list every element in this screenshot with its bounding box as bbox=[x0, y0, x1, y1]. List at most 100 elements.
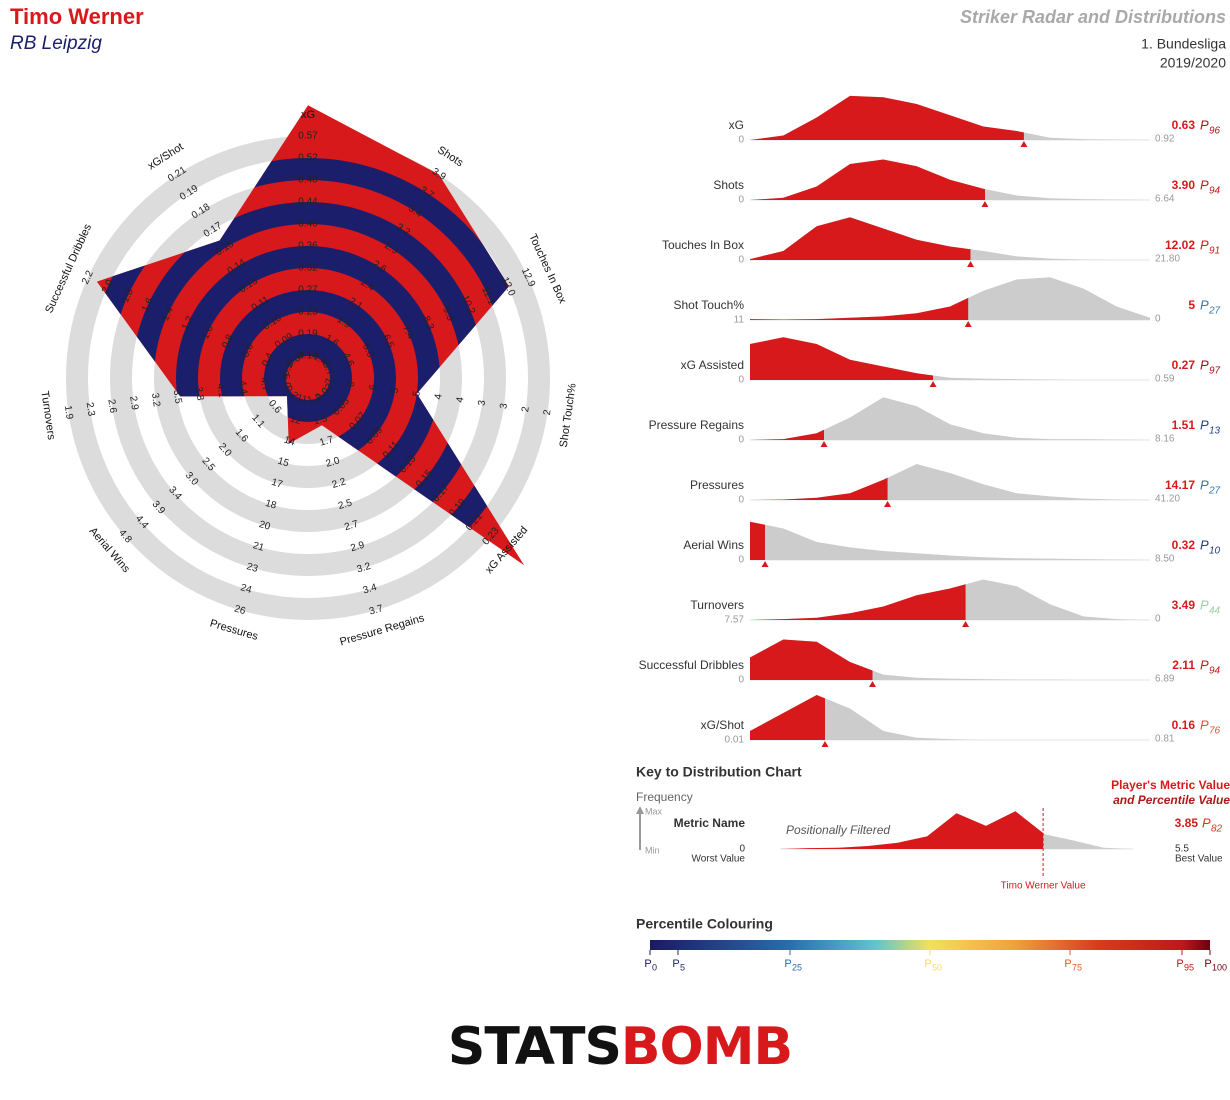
radar-tick-label: 2.9 bbox=[349, 540, 366, 555]
radar-tick-label: 0.23 bbox=[298, 307, 318, 318]
density-area-player bbox=[750, 639, 873, 680]
radar-tick-label: 23 bbox=[245, 561, 259, 575]
radar-tick-label: 2.0 bbox=[325, 455, 342, 470]
colour-tick-symbol: P bbox=[1204, 958, 1211, 970]
value-marker bbox=[868, 681, 876, 687]
percentile-symbol: P bbox=[1200, 537, 1209, 552]
metric-name: xG Assisted bbox=[681, 358, 744, 372]
key-title: Key to Distribution Chart bbox=[636, 764, 802, 780]
radar-tick-label: 4.1 bbox=[214, 383, 227, 399]
percentile-value: 10 bbox=[1209, 546, 1221, 557]
radar-tick-label: 0.2 bbox=[280, 360, 296, 378]
density-area bbox=[750, 695, 1150, 740]
player-value: 3.90 bbox=[1172, 178, 1196, 192]
min-value: 0 bbox=[738, 375, 744, 386]
radar-tick-label: 2.2 bbox=[80, 269, 96, 287]
metric-name: Pressures bbox=[690, 478, 744, 492]
radar-tick-label: 2.3 bbox=[84, 402, 97, 418]
density-area bbox=[750, 277, 1150, 320]
key-percentile: 82 bbox=[1211, 824, 1223, 835]
max-value: 6.64 bbox=[1155, 194, 1175, 205]
density-area-player bbox=[750, 584, 966, 620]
competition: 1. Bundesliga bbox=[1141, 36, 1226, 52]
radar-tick-label: 4.4 bbox=[236, 380, 249, 396]
min-value: 0 bbox=[738, 255, 744, 266]
frequency-arrow-head bbox=[636, 806, 644, 814]
radar-tick-label: 15 bbox=[276, 456, 290, 470]
max-value: 8.16 bbox=[1155, 434, 1175, 445]
colour-tick-symbol: P bbox=[784, 958, 791, 970]
radar-tick-label: 0.32 bbox=[298, 263, 318, 274]
density-area-player bbox=[750, 521, 766, 560]
value-marker bbox=[929, 381, 937, 387]
radar-tick-label: 26 bbox=[233, 603, 247, 617]
density-area-player bbox=[750, 695, 825, 740]
radar-tick-label: 14 bbox=[282, 435, 296, 449]
player-value: 12.02 bbox=[1165, 238, 1195, 252]
logo-left: STATS bbox=[448, 1017, 621, 1077]
radar-tick-label: 18 bbox=[264, 498, 278, 512]
radar-tick-label: 0.6 bbox=[240, 342, 256, 360]
radar-tick-label: 3.8 bbox=[193, 386, 206, 402]
radar-tick-label: 11 bbox=[295, 393, 308, 407]
radar-axis-name: Shots bbox=[435, 144, 466, 170]
percentile-symbol: P bbox=[1200, 417, 1209, 432]
value-marker bbox=[761, 561, 769, 567]
radar-tick-label: 5 bbox=[411, 390, 423, 398]
key-max: 5.5 bbox=[1175, 844, 1189, 855]
density-area-player bbox=[750, 217, 971, 260]
percentile-value: 76 bbox=[1209, 726, 1221, 737]
colour-bar bbox=[650, 940, 1210, 950]
radar-tick-label: 0.44 bbox=[298, 197, 318, 208]
radar-tick-label: 2.2 bbox=[331, 476, 348, 491]
radar-tick-label: 4 bbox=[455, 396, 467, 404]
worst-label: Worst Value bbox=[691, 854, 745, 865]
radar-tick-label: 4 bbox=[433, 393, 445, 401]
radar-tick-label: 3 bbox=[477, 399, 489, 407]
radar-tick-label: 3 bbox=[498, 402, 510, 410]
radar-tick-label: 21 bbox=[251, 540, 265, 554]
percentile-value: 97 bbox=[1209, 366, 1221, 377]
colour-tick-symbol: P bbox=[644, 958, 651, 970]
logo: STATSBOMB bbox=[448, 1017, 792, 1077]
logo-right: BOMB bbox=[621, 1017, 792, 1077]
density-area-player bbox=[750, 477, 888, 500]
team-name: RB Leipzig bbox=[10, 33, 102, 54]
max-value: 0.81 bbox=[1155, 734, 1175, 745]
metric-name: Aerial Wins bbox=[683, 538, 744, 552]
percentile-value: 27 bbox=[1208, 306, 1221, 317]
percentile-value: 13 bbox=[1209, 426, 1221, 437]
max-value: 21.80 bbox=[1155, 254, 1180, 265]
value-marker bbox=[884, 501, 892, 507]
player-value: 3.49 bbox=[1172, 598, 1196, 612]
radar-tick-label: 2 bbox=[542, 408, 554, 416]
radar-tick-label: 24 bbox=[239, 582, 253, 596]
min-value: 0 bbox=[738, 435, 744, 446]
percentile-symbol: P bbox=[1200, 717, 1209, 732]
chart-title: Striker Radar and Distributions bbox=[960, 7, 1226, 27]
min-value: 0 bbox=[738, 495, 744, 506]
percentile-symbol: P bbox=[1200, 357, 1209, 372]
radar-tick-label: 2 bbox=[520, 405, 532, 413]
density-area-player bbox=[750, 159, 985, 200]
radar-tick-label: 5.0 bbox=[280, 373, 293, 389]
radar-tick-label: 7 bbox=[324, 377, 336, 385]
percentile-symbol: P bbox=[1200, 657, 1209, 672]
min-value: 0 bbox=[738, 555, 744, 566]
radar-tick-label: 0.40 bbox=[298, 219, 318, 230]
max-value: 0 bbox=[1155, 614, 1161, 625]
percentile-symbol: P bbox=[1200, 597, 1209, 612]
best-label: Best Value bbox=[1175, 854, 1223, 865]
density-area bbox=[750, 464, 1150, 500]
percentile-value: 27 bbox=[1208, 486, 1221, 497]
radar-tick-label: 0.19 bbox=[298, 329, 318, 340]
percentile-symbol: P bbox=[1200, 297, 1209, 312]
colour-tick-label: 25 bbox=[792, 962, 802, 972]
density-area bbox=[750, 521, 1150, 560]
max-value: 0.92 bbox=[1155, 134, 1175, 145]
radar-tick-label: 1.2 bbox=[180, 314, 196, 332]
radar-tick-label: 1.2 bbox=[306, 392, 323, 407]
radar-tick-label: 3.5 bbox=[171, 389, 184, 405]
radar-tick-label: 20 bbox=[258, 519, 272, 533]
player-value: 2.11 bbox=[1172, 658, 1195, 672]
